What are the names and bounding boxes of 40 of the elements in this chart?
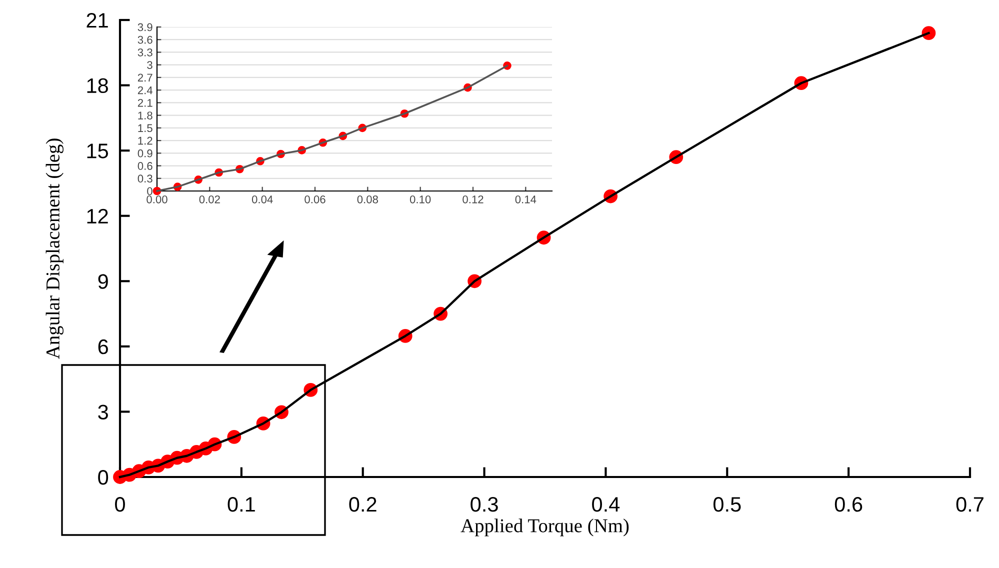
x-tick-label: 0.4 <box>592 496 620 512</box>
x-tick-label: 0.04 <box>252 195 273 204</box>
y-tick-label: 0.6 <box>138 162 152 170</box>
x-tick-label: 0.2 <box>349 496 376 512</box>
y-tick-label: 6 <box>98 339 108 354</box>
y-tick-label: 3 <box>147 61 152 69</box>
y-tick-label: 1.5 <box>138 124 152 132</box>
y-tick-label: 3.3 <box>138 48 152 56</box>
y-tick-label: 0 <box>98 470 108 485</box>
y-tick-label: 9 <box>98 274 108 289</box>
y-tick-label: 1.2 <box>138 136 152 145</box>
x-tick-label: 0.06 <box>304 195 326 204</box>
y-tick-label: 2.4 <box>138 86 153 94</box>
y-tick-label: 0.9 <box>138 149 152 158</box>
x-tick-label: 0.08 <box>357 195 378 204</box>
x-tick-label: 0 <box>115 496 125 512</box>
y-tick-label: 0.3 <box>138 174 152 183</box>
y-tick-label: 21 <box>86 13 108 28</box>
x-tick-label: 0.10 <box>410 195 431 204</box>
x-tick-label: 0.1 <box>228 496 255 512</box>
y-tick-label: 2.7 <box>138 74 152 82</box>
x-tick-label: 0.6 <box>834 496 862 512</box>
y-tick-label: 18 <box>87 78 108 94</box>
y-tick-label: 3.6 <box>138 36 152 44</box>
y-tick-label: 3 <box>98 404 108 420</box>
y-tick-label: 0 <box>147 187 152 196</box>
x-tick-label: 0.3 <box>470 496 498 512</box>
y-tick-label: 1.8 <box>138 112 152 120</box>
y-axis-title: Angular Displacement (deg) <box>46 138 64 359</box>
x-axis-title: Applied Torque (Nm) <box>460 518 629 536</box>
y-tick-label: 3.9 <box>138 23 152 32</box>
y-tick-label: 12 <box>87 208 108 224</box>
x-tick-label: 0.7 <box>956 496 984 512</box>
x-tick-label: 0.02 <box>199 195 220 204</box>
x-tick-label: 0.00 <box>146 195 168 204</box>
y-tick-label: 15 <box>87 144 108 158</box>
x-tick-label: 0.5 <box>713 496 741 512</box>
x-tick-label: 0.14 <box>515 195 536 204</box>
x-tick-label: 0.12 <box>462 195 484 204</box>
y-tick-label: 2.1 <box>138 98 152 107</box>
